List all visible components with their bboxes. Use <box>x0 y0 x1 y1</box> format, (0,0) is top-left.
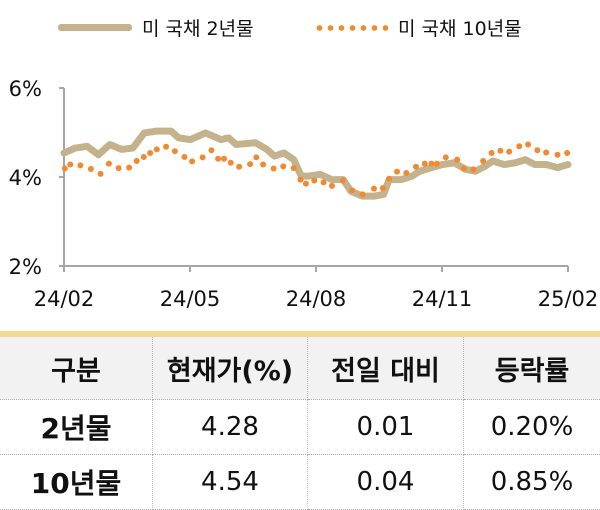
yield-chart: 6% 4% 2% 24/02 24/05 24/08 24/11 25/02 <box>0 0 600 320</box>
series-10y-point <box>77 162 83 168</box>
series-10y-point <box>525 142 531 148</box>
table-header-row: 구분 현재가(%) 전일 대비 등락률 <box>0 337 600 400</box>
series-2y-line <box>64 131 568 196</box>
series-10y-point <box>394 169 400 175</box>
change-rate-value: 0.85% <box>464 455 600 510</box>
series-10y-point <box>126 165 132 171</box>
current-value: 4.28 <box>153 400 308 455</box>
x-tick-label: 25/02 <box>538 287 599 311</box>
series-10y-point <box>189 158 195 164</box>
change-rate-value: 0.20% <box>464 400 600 455</box>
series-10y-point <box>506 149 512 155</box>
series-10y-point <box>564 150 570 156</box>
series-10y-point <box>134 158 140 164</box>
y-tick-label: 2% <box>9 255 42 279</box>
x-tick-label: 24/08 <box>286 287 347 311</box>
series-10y-point <box>434 161 440 167</box>
series-10y-point <box>380 185 386 191</box>
series-10y-point <box>340 178 346 184</box>
yield-table: 구분 현재가(%) 전일 대비 등락률 2년물 4.28 0.01 0.20% … <box>0 337 600 510</box>
series-10y-point <box>371 186 377 192</box>
series-10y-point <box>208 147 214 153</box>
table-row: 10년물 4.54 0.04 0.85% <box>0 455 600 510</box>
series-10y-point <box>228 160 234 166</box>
header-current: 현재가(%) <box>153 337 308 400</box>
header-category: 구분 <box>0 337 153 400</box>
series-10y-point <box>429 161 435 167</box>
series-10y-point <box>360 191 366 197</box>
series-10y-point <box>88 166 94 172</box>
series-10y-point <box>271 166 277 172</box>
series-10y-point <box>413 164 419 170</box>
series-10y-point <box>386 176 392 182</box>
series-10y-point <box>98 171 104 177</box>
series-10y-point <box>303 181 309 187</box>
series-10y-point <box>329 183 335 189</box>
change-value: 0.01 <box>308 400 464 455</box>
series-10y-point <box>182 154 188 160</box>
x-tick-label: 24/02 <box>34 287 95 311</box>
series-10y-point <box>215 156 221 162</box>
series-10y-point <box>422 161 428 167</box>
series-10y-point <box>311 178 317 184</box>
change-value: 0.04 <box>308 455 464 510</box>
series-10y-point <box>147 150 153 156</box>
series-10y-point <box>454 157 460 163</box>
series-10y-point <box>297 177 303 183</box>
series-10y-point <box>489 150 495 156</box>
series-10y-point <box>253 154 259 160</box>
row-label: 10년물 <box>0 455 153 510</box>
series-10y-point <box>116 165 122 171</box>
series-10y-point <box>534 147 540 153</box>
series-10y-point <box>141 154 147 160</box>
row-label: 2년물 <box>0 400 153 455</box>
y-tick-label: 4% <box>9 166 42 190</box>
series-10y-point <box>260 162 266 168</box>
x-tick-label: 24/05 <box>160 287 221 311</box>
series-10y-point <box>321 179 327 185</box>
series-10y-point <box>247 161 253 167</box>
header-change: 전일 대비 <box>308 337 464 400</box>
series-10y-point <box>516 143 522 149</box>
series-10y-point <box>236 164 242 170</box>
series-10y-point <box>106 161 112 167</box>
series-10y-point <box>200 154 206 160</box>
series-10y-point <box>403 170 409 176</box>
series-10y-point <box>349 187 355 193</box>
series-10y-point <box>291 165 297 171</box>
series-10y-point <box>172 148 178 154</box>
current-value: 4.54 <box>153 455 308 510</box>
series-10y-point <box>67 162 73 168</box>
series-10y-point <box>555 152 561 158</box>
series-10y-point <box>480 158 486 164</box>
header-change-rate: 등락률 <box>464 337 600 400</box>
series-10y-point <box>163 144 169 150</box>
series-10y-point <box>443 154 449 160</box>
table-row: 2년물 4.28 0.01 0.20% <box>0 400 600 455</box>
x-tick-label: 24/11 <box>412 287 473 311</box>
series-10y-point <box>221 156 227 162</box>
series-10y-point <box>497 148 503 154</box>
series-10y-point <box>62 166 68 172</box>
series-10y-point <box>280 163 286 169</box>
series-10y-point <box>154 146 160 152</box>
series-10y-point <box>471 166 477 172</box>
y-tick-label: 6% <box>9 77 42 101</box>
series-10y-point <box>461 166 467 172</box>
series-10y-point <box>543 150 549 156</box>
